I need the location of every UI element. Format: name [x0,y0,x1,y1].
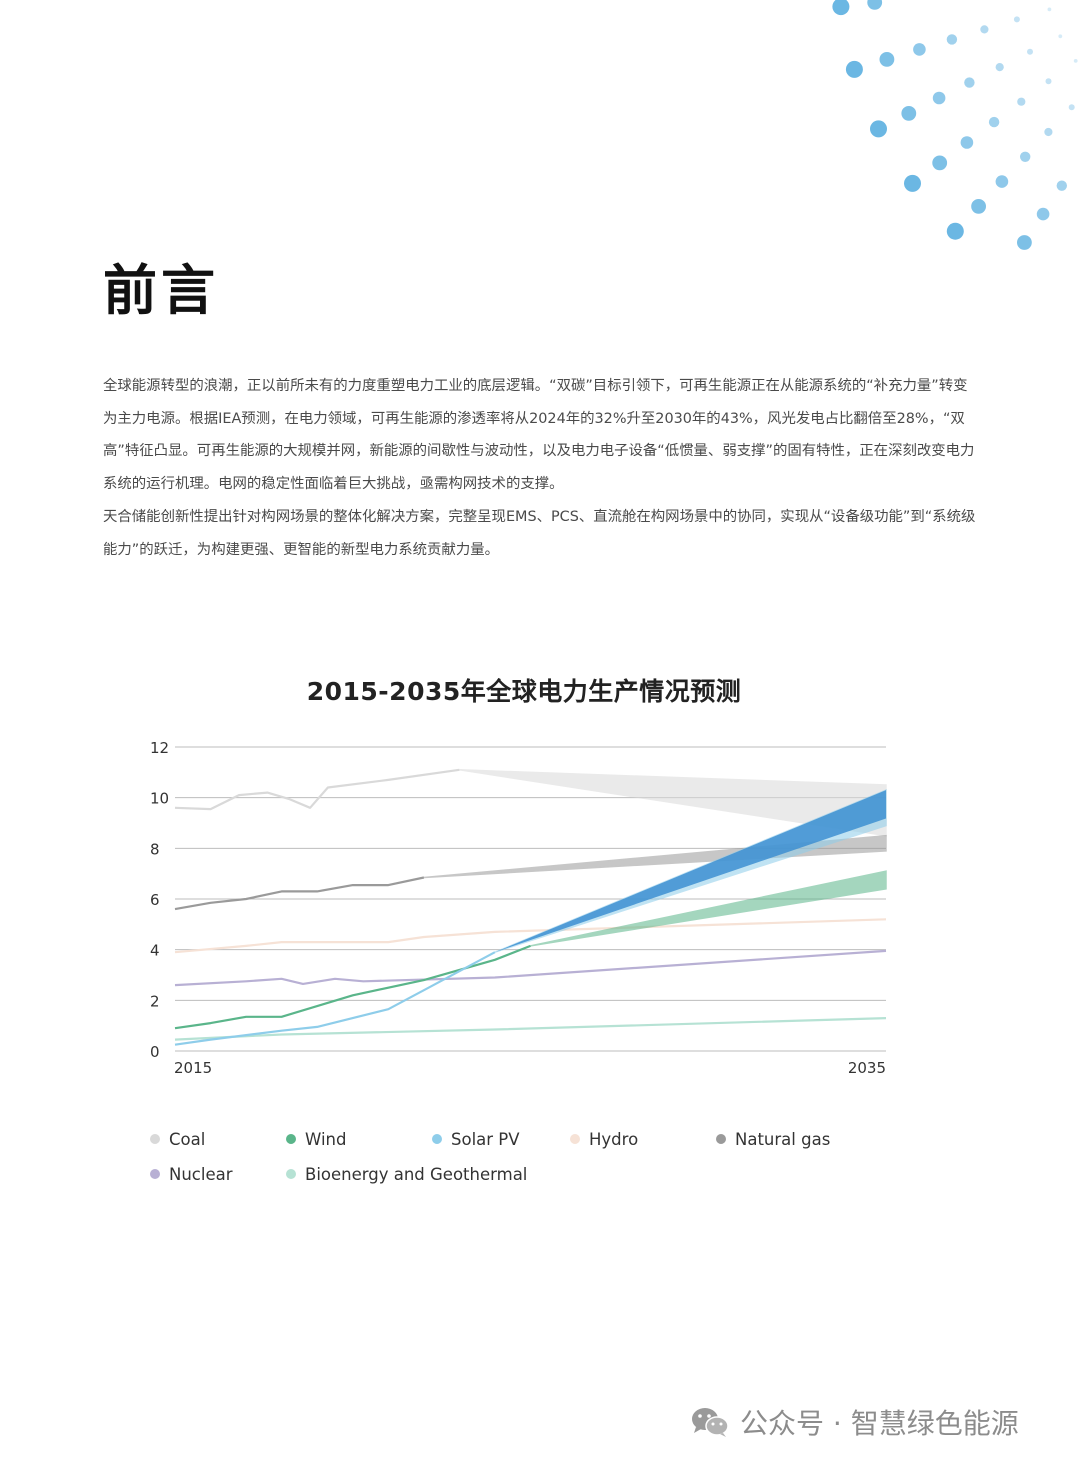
decorative-dot-pattern [832,0,1078,250]
legend-wind-label: Wind [305,1130,347,1149]
pattern-dot [1073,59,1078,63]
pattern-dot [1036,207,1050,221]
pattern-dot [988,116,1000,128]
pattern-dot [870,120,887,138]
legend-wind: Wind [286,1124,346,1156]
series-line-hydro [174,918,887,954]
pattern-dot [1017,235,1032,250]
legend-coal: Coal [150,1124,205,1156]
y-tick-label: 8 [150,840,160,858]
chart-legend: Coal Wind Solar PV Hydro Natural gas Nuc… [150,1124,910,1204]
pattern-dot [832,0,850,16]
legend-solar-pv-label: Solar PV [451,1130,520,1149]
pattern-dot [1068,104,1075,111]
legend-wind-dot [286,1134,296,1144]
legend-nuclear-dot [150,1169,160,1179]
legend-coal-dot [150,1134,160,1144]
legend-bioenergy-label: Bioenergy and Geothermal [305,1165,528,1184]
series-line-coal [174,768,460,811]
legend-natural-gas: Natural gas [716,1124,830,1156]
y-tick-label: 0 [150,1043,160,1061]
pattern-dot [1013,16,1020,23]
pattern-dot [1056,180,1068,191]
pattern-dot [995,63,1004,72]
y-tick-label: 6 [150,891,160,909]
pattern-dot [879,52,895,67]
legend-solar-pv-dot [432,1134,442,1144]
pattern-dot [964,77,975,88]
pattern-dot [946,34,958,45]
series-line-nuclear [174,949,887,987]
watermark: 公众号 · 智慧绿色能源 [690,1400,1019,1444]
wechat-icon [692,1408,729,1437]
legend-nuclear: Nuclear [150,1159,233,1191]
legend-coal-label: Coal [169,1130,206,1149]
legend-hydro-dot [570,1134,580,1144]
pattern-dot [1017,97,1026,106]
x-tick-label: 2015 [174,1059,212,1077]
pattern-dot [1047,7,1052,12]
watermark-text: 公众号 · 智慧绿色能源 [740,1407,1019,1440]
series-line-solar-pv [174,951,496,1046]
chart-title: 2015-2035年全球电力生产情况预测 [306,677,742,706]
pattern-dot [1058,34,1063,39]
pattern-dot [932,91,946,105]
legend-hydro-label: Hydro [589,1130,639,1149]
pattern-dot [980,25,989,34]
series-line-natural-gas [174,876,425,911]
series-line-bioenergy-and-geothermal [174,1017,887,1041]
pattern-dot [971,199,986,214]
pattern-dot [867,0,883,10]
page-heading: 前言 [103,259,219,322]
pattern-dot [904,174,921,192]
legend-natural-gas-label: Natural gas [735,1130,831,1149]
legend-solar-pv: Solar PV [432,1124,520,1156]
pattern-dot [845,60,863,78]
y-tick-label: 10 [150,790,169,808]
legend-nuclear-label: Nuclear [169,1165,233,1184]
power-generation-chart: 0 2 4 6 8 10 12 2015 2035 [150,739,887,1077]
pattern-dot [913,43,926,56]
x-tick-label: 2035 [848,1059,886,1077]
y-tick-label: 12 [150,739,169,757]
pattern-dot [1045,78,1052,85]
intro-text: 全球能源转型的浪潮，正以前所未有的力度重塑电力工业的底层逻辑。“双碳”目标引领下… [103,370,981,566]
pattern-dot [932,155,948,171]
series-line-wind [174,944,531,1030]
series-band-wind [530,870,887,947]
pattern-dot [1019,151,1031,162]
legend-bioenergy-dot [286,1169,296,1179]
pattern-dot [901,106,917,121]
pattern-dot [960,136,974,149]
y-tick-label: 2 [150,992,160,1010]
pattern-dot [995,175,1009,188]
intro-paragraph-2: 天合储能创新性提出针对构网场景的整体化解决方案，完整呈现EMS、PCS、直流舱在… [103,508,976,558]
pattern-dot [1044,127,1053,137]
series-band-solar-core [494,790,886,953]
pattern-dot [1027,48,1033,55]
intro-paragraph-1: 全球能源转型的浪潮，正以前所未有的力度重塑电力工业的底层逻辑。“双碳”目标引领下… [103,378,975,493]
legend-bioenergy: Bioenergy and Geothermal [286,1159,527,1191]
y-tick-label: 4 [150,942,160,960]
pattern-dot [946,222,964,240]
legend-natural-gas-dot [716,1134,726,1144]
legend-hydro: Hydro [570,1124,638,1156]
